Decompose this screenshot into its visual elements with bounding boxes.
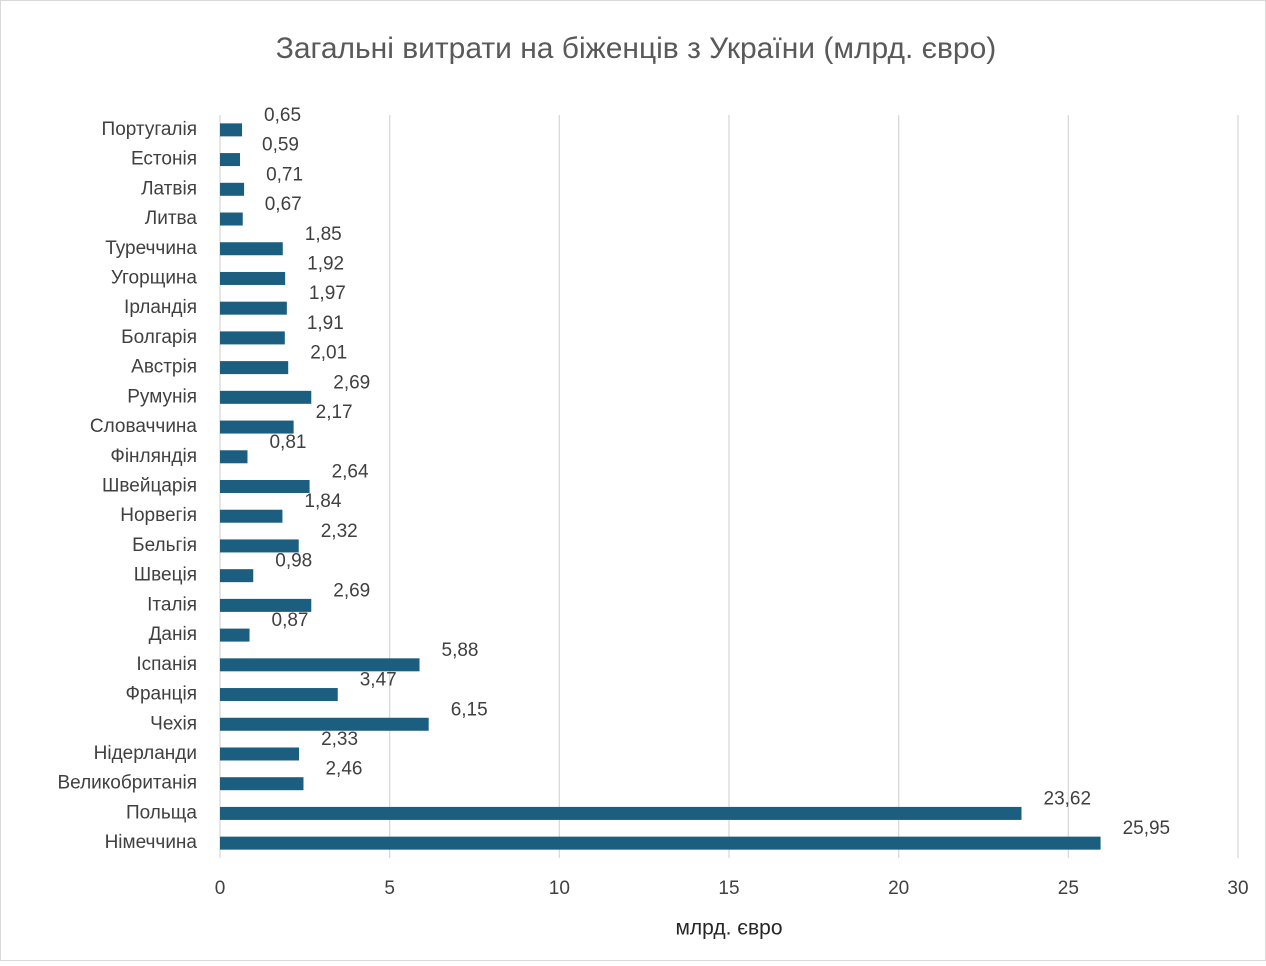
chart-title: Загальні витрати на біженців з України (…	[276, 32, 997, 65]
bar	[220, 450, 248, 464]
value-label: 1,97	[309, 283, 346, 304]
value-label: 0,71	[266, 164, 303, 185]
value-label: 2,46	[325, 759, 362, 780]
value-label: 0,59	[262, 135, 299, 156]
bar	[220, 182, 245, 196]
y-tick-label: Естонія	[131, 149, 197, 170]
y-tick-label: Румунія	[127, 386, 197, 407]
x-tick-label: 25	[1058, 878, 1079, 899]
bar	[220, 153, 241, 167]
y-tick-label: Великобританія	[57, 773, 197, 794]
x-tick-label: 15	[718, 878, 739, 899]
bar	[220, 361, 289, 375]
y-tick-label: Франція	[126, 684, 197, 705]
bar	[220, 539, 299, 553]
y-tick-label: Нідерланди	[94, 743, 197, 764]
value-label: 2,01	[310, 343, 347, 364]
y-tick-label: Португалія	[102, 119, 197, 140]
value-label: 0,67	[265, 194, 302, 215]
y-tick-label: Швейцарія	[102, 476, 197, 497]
bar	[220, 628, 250, 642]
bar	[220, 212, 243, 226]
bar	[220, 123, 243, 137]
y-tick-label: Австрія	[131, 357, 197, 378]
value-label: 0,65	[264, 105, 301, 126]
y-tick-label: Словаччина	[90, 416, 198, 437]
value-label: 6,15	[451, 699, 488, 720]
y-tick-label: Швеція	[134, 565, 197, 586]
x-tick-label: 30	[1227, 878, 1248, 899]
bar	[220, 777, 304, 791]
y-tick-label: Італія	[147, 594, 197, 615]
bar	[220, 331, 285, 345]
value-label: 1,92	[307, 253, 344, 274]
y-tick-label: Латвія	[141, 178, 197, 199]
value-label: 2,69	[333, 580, 370, 601]
value-label: 3,47	[360, 670, 397, 691]
value-label: 2,64	[332, 462, 369, 483]
value-label: 0,81	[269, 432, 306, 453]
value-label: 1,91	[307, 313, 344, 334]
y-tick-label: Німеччина	[105, 832, 198, 853]
bar	[220, 242, 283, 256]
value-label: 2,32	[321, 521, 358, 542]
bar	[220, 569, 254, 583]
value-label: 2,69	[333, 372, 370, 393]
y-tick-label: Ірландія	[124, 297, 197, 318]
y-tick-label: Фінляндія	[110, 446, 197, 467]
y-tick-label: Іспанія	[136, 654, 197, 675]
x-axis-label: млрд. євро	[675, 917, 782, 940]
bar	[220, 747, 300, 761]
y-tick-label: Литва	[145, 208, 198, 229]
bar	[220, 688, 338, 702]
value-label: 1,85	[305, 224, 342, 245]
value-label: 0,87	[272, 610, 309, 631]
y-tick-label: Болгарія	[121, 327, 197, 348]
value-label: 2,17	[316, 402, 353, 423]
x-tick-label: 0	[215, 878, 226, 899]
bar	[220, 509, 283, 523]
x-tick-label: 20	[888, 878, 909, 899]
bar	[220, 836, 1101, 850]
bar	[220, 301, 287, 315]
x-tick-label: 5	[384, 878, 395, 899]
value-label: 25,95	[1123, 818, 1171, 839]
x-tick-label: 10	[549, 878, 570, 899]
y-tick-label: Бельгія	[132, 535, 197, 556]
bar	[220, 420, 294, 434]
bar	[220, 390, 312, 404]
value-label: 2,33	[321, 729, 358, 750]
y-tick-label: Туреччина	[105, 238, 197, 259]
value-label: 1,84	[304, 491, 341, 512]
y-tick-label: Норвегія	[120, 505, 197, 526]
y-tick-label: Чехія	[150, 713, 197, 734]
bar	[220, 598, 312, 612]
y-tick-label: Угорщина	[111, 267, 198, 288]
bar	[220, 271, 286, 285]
value-label: 23,62	[1044, 788, 1092, 809]
value-label: 0,98	[275, 551, 312, 572]
y-tick-label: Польща	[126, 802, 197, 823]
y-tick-label: Данія	[149, 624, 197, 645]
bar	[220, 806, 1022, 820]
bar	[220, 480, 310, 493]
bar	[220, 717, 429, 731]
value-label: 5,88	[442, 640, 479, 661]
bar	[220, 658, 420, 672]
